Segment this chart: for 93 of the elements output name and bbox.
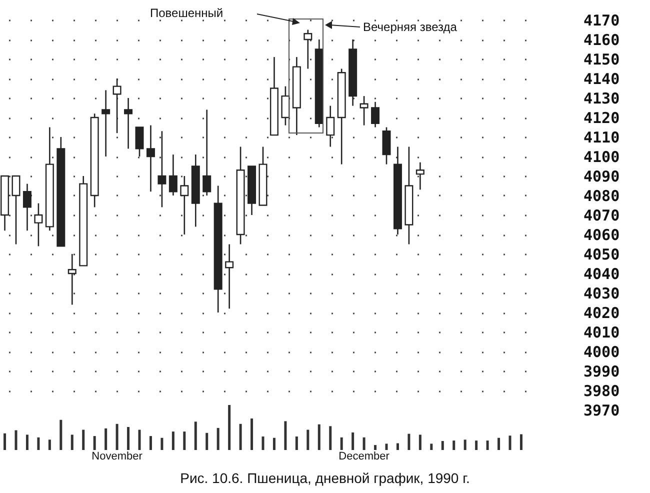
bar [160, 438, 164, 450]
y-tick-label: 3980 [584, 382, 620, 400]
bar [408, 434, 410, 450]
bar [37, 437, 40, 450]
y-tick-label: 3970 [584, 402, 620, 420]
bar [362, 437, 366, 450]
candlestick [68, 253, 76, 306]
bar [206, 432, 208, 450]
bar [262, 436, 264, 450]
bar [508, 436, 512, 450]
bar [329, 426, 332, 450]
bar [60, 420, 62, 450]
candlestick [382, 126, 391, 165]
y-tick-label: 4150 [584, 50, 620, 68]
candlestick [416, 162, 424, 190]
y-tick-label: 4040 [584, 265, 620, 283]
y-tick-label: 4060 [584, 226, 620, 244]
bar [452, 440, 456, 450]
y-tick-label: 4000 [584, 343, 620, 361]
candlestick [371, 101, 380, 128]
bar [498, 438, 500, 450]
candlestick [124, 97, 133, 150]
bar [82, 430, 85, 450]
bar [374, 445, 377, 450]
bar [93, 436, 96, 450]
bar [138, 430, 141, 450]
bar [127, 427, 130, 450]
bar [284, 421, 287, 450]
bar [295, 436, 298, 450]
y-tick-label: 4130 [584, 90, 620, 108]
bar [306, 430, 310, 450]
candlestick [168, 154, 178, 196]
candlestick [112, 78, 122, 134]
bar [70, 434, 74, 450]
y-tick-label: 4140 [584, 70, 620, 88]
bar [216, 428, 220, 450]
y-tick-label: 3990 [584, 362, 620, 380]
y-tick-label: 4090 [584, 168, 620, 186]
bar [418, 434, 422, 450]
candlestick [304, 29, 312, 70]
bar [396, 443, 399, 450]
bar [486, 440, 489, 450]
bar [172, 432, 174, 450]
y-tick-label: 4010 [584, 324, 620, 342]
bar [385, 444, 388, 450]
candlestick [22, 183, 32, 232]
y-tick-label: 4170 [584, 12, 620, 30]
bar [4, 433, 6, 450]
candlestick [180, 175, 189, 236]
bar [239, 424, 242, 450]
candlestick [34, 202, 43, 247]
bar [183, 432, 186, 450]
bar [116, 424, 118, 450]
bar [194, 422, 197, 450]
candlestick [135, 126, 144, 158]
bar [250, 418, 254, 450]
bar [352, 432, 354, 450]
bar [26, 434, 28, 450]
y-tick-label: 4030 [584, 284, 620, 302]
x-tick-label: November [92, 450, 143, 462]
bar [430, 444, 433, 450]
bar [149, 436, 152, 450]
bar [272, 438, 276, 450]
candlestick [225, 244, 234, 310]
y-tick-label: 4100 [584, 148, 620, 166]
annotation: Вечерняя звезда [363, 20, 457, 34]
candlestick [102, 90, 110, 158]
y-tick-label: 4080 [584, 187, 620, 205]
y-tick-label: 4110 [584, 128, 620, 146]
candlestick [158, 130, 166, 208]
text: Повешенный [150, 6, 224, 20]
bar [14, 430, 18, 450]
y-tick-label: 4120 [584, 109, 620, 127]
bar [318, 424, 320, 450]
candlestick [326, 105, 335, 148]
candlestick [146, 124, 155, 192]
bar [104, 428, 108, 450]
candlestick [360, 95, 368, 126]
bar [340, 437, 343, 450]
y-tick-label: 4020 [584, 304, 620, 322]
bar [48, 440, 51, 450]
bar [228, 405, 231, 450]
y-tick-label: 4050 [584, 246, 620, 264]
x-tick-label: December [338, 450, 390, 462]
bar [441, 441, 444, 450]
bar [464, 440, 466, 450]
text: Рис. 10.6. Пшеница, дневной график, 1990 г. [179, 470, 471, 486]
y-tick-label: 4160 [584, 31, 620, 49]
bar [475, 440, 478, 450]
bar [520, 434, 522, 450]
candlestick [202, 109, 212, 196]
candlestick [12, 175, 20, 245]
y-tick-label: 4070 [584, 206, 620, 224]
